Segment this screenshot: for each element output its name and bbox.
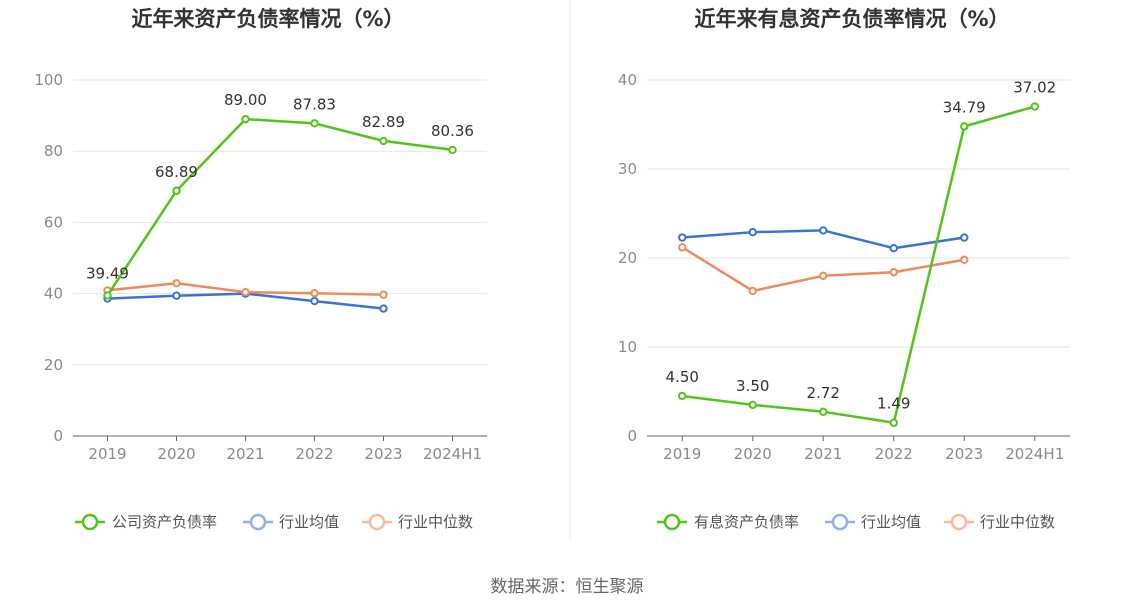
data-point[interactable] — [103, 291, 112, 300]
data-source-note: 数据来源：恒生聚源 — [491, 577, 644, 597]
legend-swatch-marker — [831, 513, 849, 531]
data-point[interactable] — [960, 122, 969, 131]
legend-item-industry-median[interactable]: 行业中位数 — [398, 513, 473, 531]
x-tick-label: 2019 — [663, 445, 701, 463]
data-point[interactable] — [310, 289, 319, 298]
data-point[interactable] — [678, 243, 687, 252]
data-point[interactable] — [819, 271, 828, 280]
data-point[interactable] — [172, 279, 181, 288]
data-label: 34.79 — [943, 98, 986, 116]
data-label: 89.00 — [224, 91, 267, 109]
x-tick-label: 2022 — [875, 445, 913, 463]
data-point[interactable] — [379, 304, 388, 313]
x-tick-label: 2023 — [364, 445, 402, 463]
legend-swatch-marker — [81, 513, 99, 531]
data-label: 87.83 — [293, 95, 336, 113]
y-tick-label: 30 — [618, 160, 637, 178]
chart-title: 近年来资产负债率情况（%） — [131, 7, 404, 31]
data-point[interactable] — [819, 407, 828, 416]
data-label: 39.49 — [86, 264, 129, 282]
data-label: 4.50 — [666, 368, 699, 386]
y-tick-label: 80 — [44, 142, 63, 160]
x-tick-label: 2019 — [88, 445, 126, 463]
data-point[interactable] — [678, 391, 687, 401]
data-point[interactable] — [748, 286, 757, 296]
y-tick-label: 40 — [44, 285, 63, 303]
legend-swatch-marker — [663, 513, 681, 531]
data-label: 82.89 — [362, 113, 405, 131]
y-tick-label: 60 — [44, 213, 63, 231]
data-label: 2.72 — [807, 384, 840, 402]
data-label: 37.02 — [1013, 79, 1056, 97]
data-point[interactable] — [310, 119, 319, 128]
data-point[interactable] — [1030, 102, 1039, 111]
data-point[interactable] — [172, 291, 181, 300]
data-point[interactable] — [379, 136, 388, 146]
data-point[interactable] — [748, 227, 757, 237]
y-tick-label: 20 — [618, 249, 637, 267]
legend-swatch-marker — [249, 513, 267, 531]
data-point[interactable] — [678, 233, 687, 242]
data-point[interactable] — [448, 145, 457, 155]
y-tick-label: 100 — [34, 71, 63, 89]
data-point[interactable] — [172, 186, 181, 195]
x-tick-label: 2023 — [945, 445, 983, 463]
x-tick-label: 2020 — [157, 445, 195, 463]
series-line-company — [682, 105, 1036, 424]
data-point[interactable] — [748, 400, 757, 410]
data-label: 68.89 — [155, 163, 198, 181]
legend-item-industry-median[interactable]: 行业中位数 — [980, 513, 1055, 531]
y-tick-label: 40 — [618, 71, 637, 89]
series-line-company — [106, 117, 453, 297]
legend-item-company[interactable]: 有息资产负债率 — [694, 513, 799, 531]
series-line-industry-median — [681, 246, 965, 293]
data-label: 80.36 — [431, 122, 474, 140]
data-label: 3.50 — [736, 377, 769, 395]
x-tick-label: 2021 — [804, 445, 842, 463]
legend-swatch-marker — [368, 513, 386, 531]
y-tick-label: 0 — [53, 427, 63, 445]
x-tick-label: 2024H1 — [423, 445, 482, 463]
legend-item-company[interactable]: 公司资产负债率 — [112, 513, 217, 531]
legend-item-industry-avg[interactable]: 行业均值 — [279, 513, 339, 531]
chart-title: 近年来有息资产负债率情况（%） — [694, 7, 1009, 31]
data-point[interactable] — [889, 418, 898, 427]
data-point[interactable] — [241, 114, 250, 124]
y-tick-label: 0 — [627, 427, 637, 445]
legend-swatch-marker — [950, 513, 968, 531]
data-point[interactable] — [889, 244, 898, 253]
data-point[interactable] — [310, 296, 319, 306]
legend-item-industry-avg[interactable]: 行业均值 — [861, 513, 921, 531]
interest-bearing-liability-chart: 近年来有息资产负债率情况（%） 0 10 20 30 40 2019 2020 2021 202… — [618, 7, 1070, 531]
data-point[interactable] — [379, 290, 388, 299]
x-tick-label: 2021 — [226, 445, 264, 463]
data-point[interactable] — [960, 255, 969, 264]
y-tick-label: 10 — [618, 338, 637, 356]
data-point[interactable] — [819, 226, 828, 235]
y-tick-label: 20 — [44, 356, 63, 374]
data-point[interactable] — [960, 233, 969, 242]
asset-liability-chart: 近年来资产负债率情况（%） 0 20 40 60 80 100 2019 2020 2021 20… — [34, 7, 487, 531]
x-tick-label: 2020 — [734, 445, 772, 463]
data-point[interactable] — [241, 287, 250, 297]
data-point[interactable] — [889, 268, 898, 277]
x-tick-label: 2024H1 — [1005, 445, 1064, 463]
data-label: 1.49 — [877, 395, 910, 413]
x-tick-label: 2022 — [295, 445, 333, 463]
